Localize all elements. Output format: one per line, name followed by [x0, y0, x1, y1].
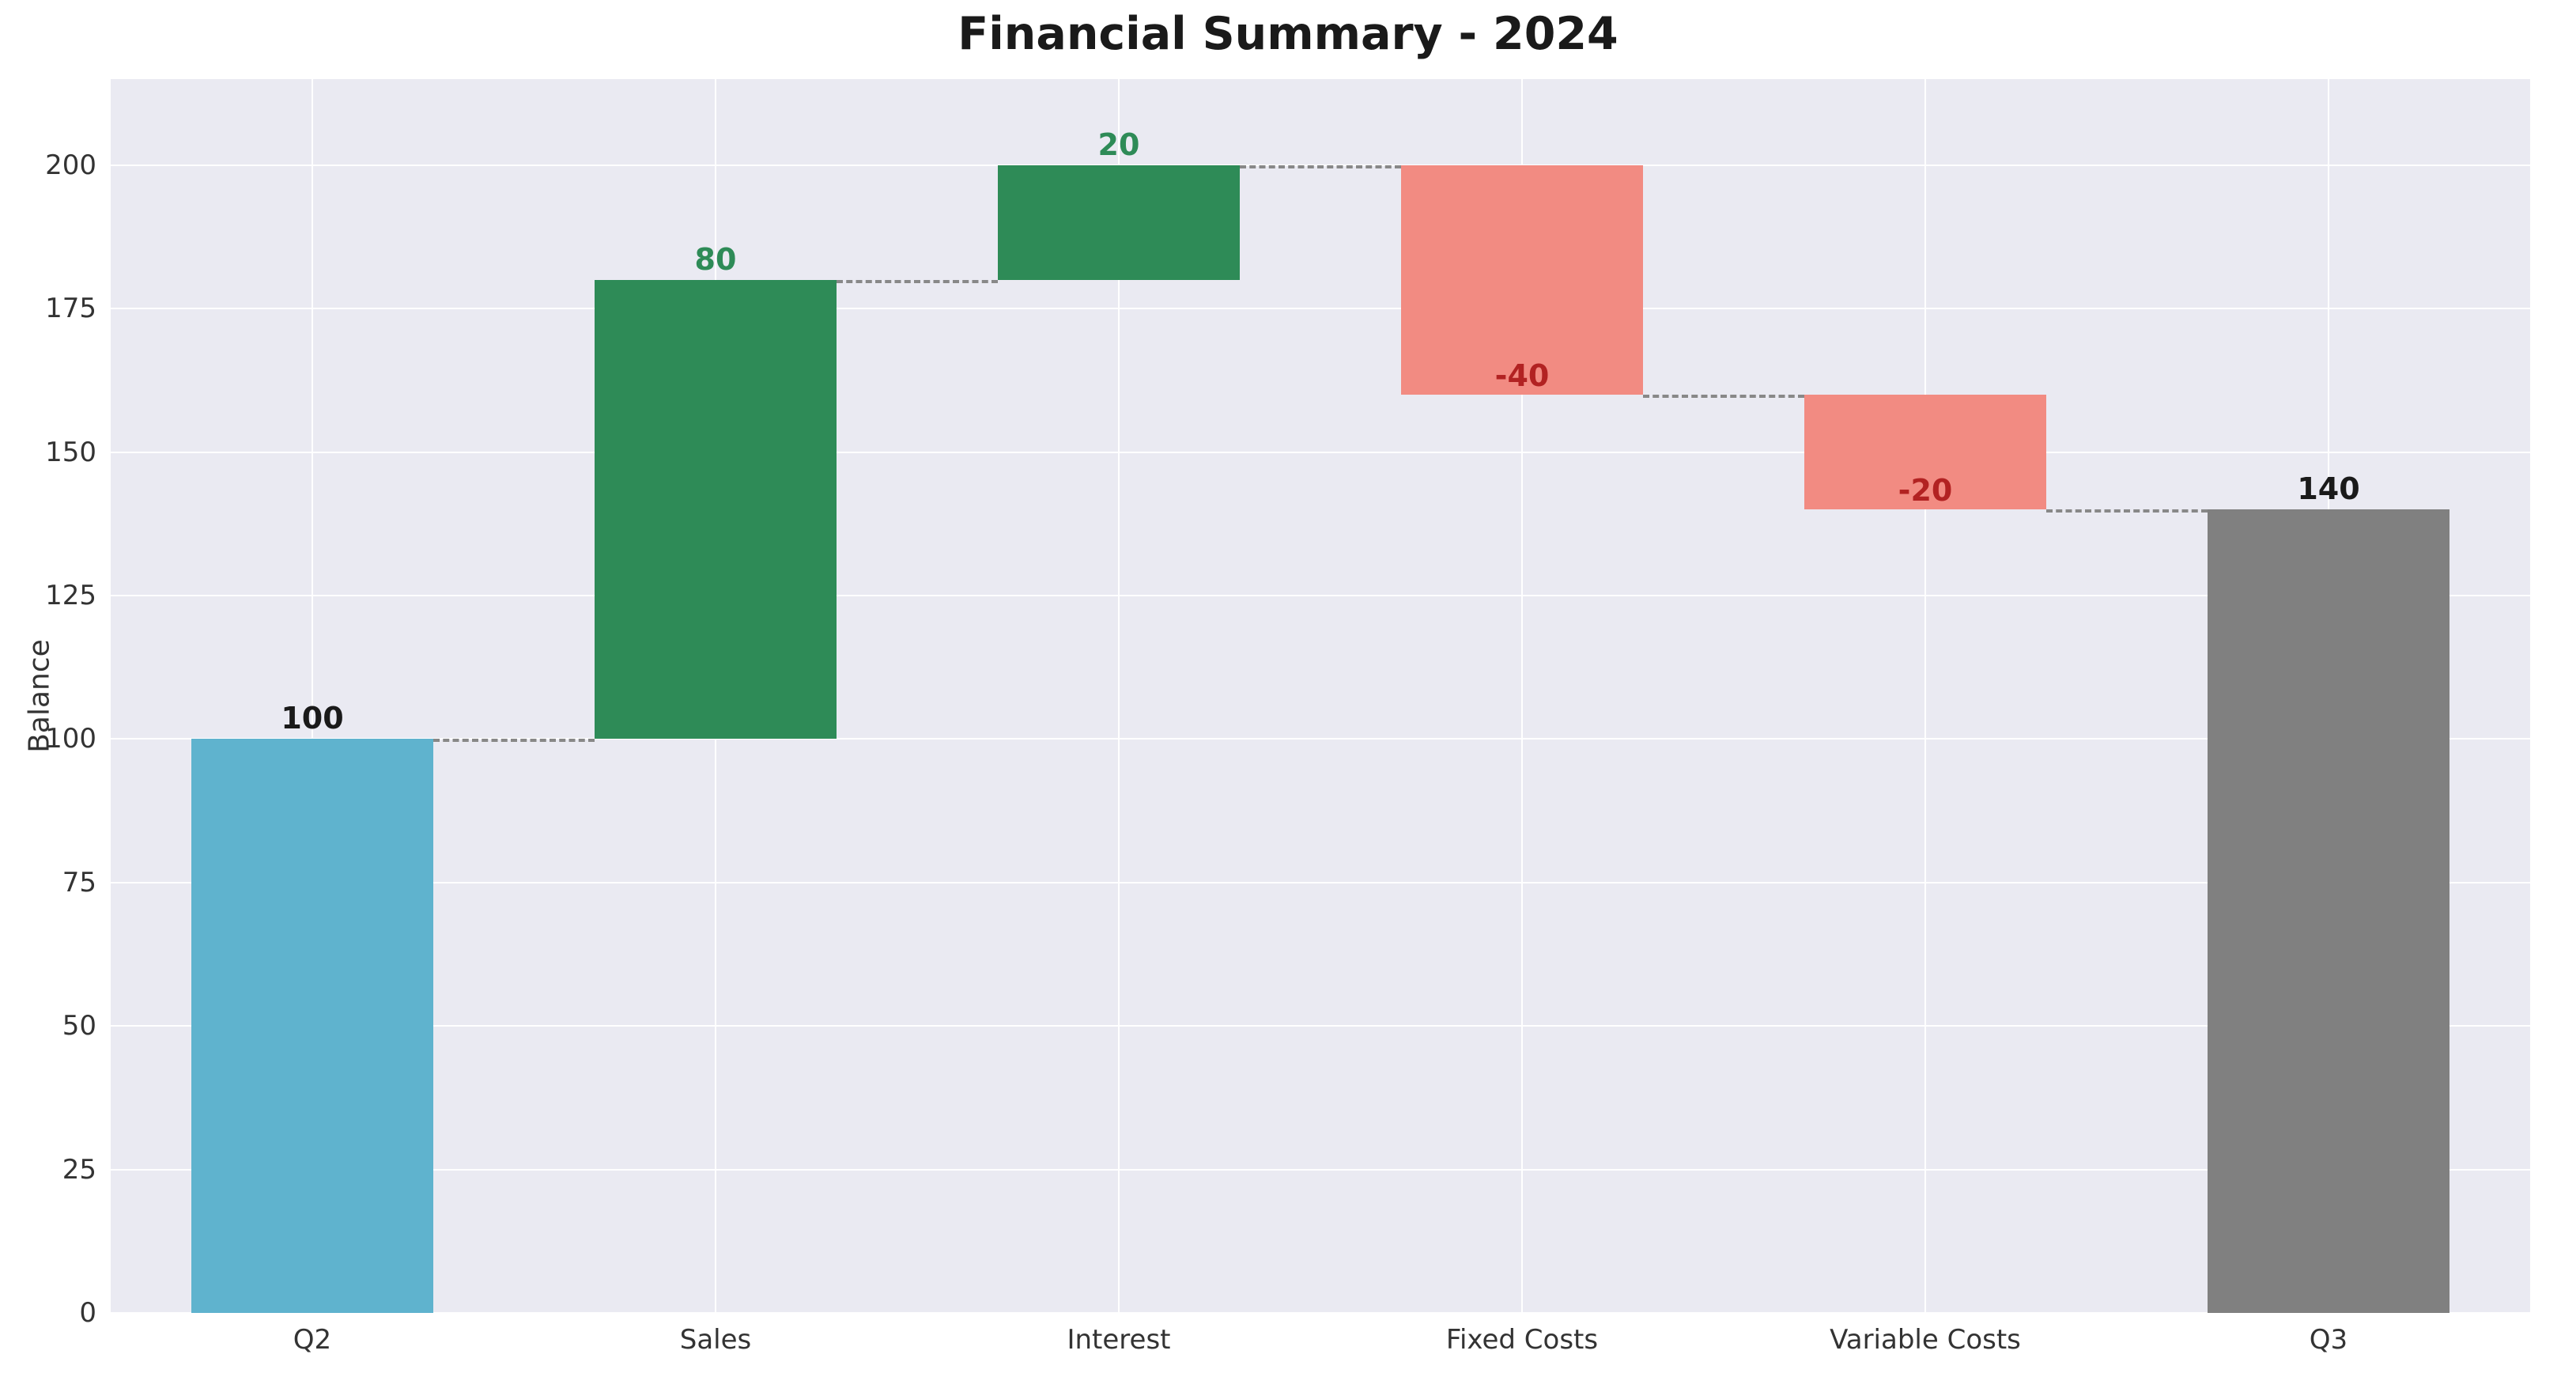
- bar-value-label: 20: [1098, 127, 1140, 162]
- chart-container: Financial Summary - 2024 025507510012515…: [0, 0, 2576, 1377]
- x-tick-label: Q2: [293, 1313, 331, 1356]
- waterfall-bar: [2208, 509, 2449, 1313]
- x-tick-label: Variable Costs: [1830, 1313, 2021, 1356]
- connector-line: [1643, 395, 1804, 398]
- gridline-h: [111, 1025, 2530, 1027]
- connector-line: [1240, 165, 1401, 168]
- x-tick-label: Fixed Costs: [1446, 1313, 1598, 1356]
- y-tick-label: 50: [62, 1010, 111, 1042]
- x-tick-label: Q3: [2310, 1313, 2347, 1356]
- y-tick-label: 175: [45, 293, 111, 324]
- x-tick-label: Sales: [680, 1313, 752, 1356]
- gridline-v: [1924, 79, 1926, 1313]
- chart-title: Financial Summary - 2024: [0, 8, 2576, 60]
- waterfall-bar: [595, 280, 837, 739]
- y-tick-label: 0: [79, 1297, 111, 1329]
- gridline-h: [111, 452, 2530, 453]
- plot-area: 0255075100125150175200Q2SalesInterestFix…: [111, 79, 2530, 1313]
- x-tick-label: Interest: [1067, 1313, 1170, 1356]
- connector-line: [433, 739, 595, 742]
- y-tick-label: 150: [45, 437, 111, 468]
- connector-line: [837, 280, 998, 283]
- y-tick-label: 200: [45, 149, 111, 181]
- gridline-h: [111, 1312, 2530, 1314]
- waterfall-bar: [191, 739, 433, 1313]
- bar-value-label: -20: [1898, 473, 1953, 508]
- bar-value-label: 140: [2297, 471, 2359, 506]
- bar-value-label: 80: [695, 242, 737, 277]
- y-tick-label: 125: [45, 580, 111, 611]
- gridline-h: [111, 882, 2530, 883]
- y-tick-label: 75: [62, 867, 111, 898]
- bar-value-label: 100: [281, 701, 343, 736]
- gridline-h: [111, 1169, 2530, 1171]
- y-tick-label: 25: [62, 1154, 111, 1186]
- bar-value-label: -40: [1495, 358, 1550, 393]
- waterfall-bar: [998, 165, 1240, 280]
- y-axis-label: Balance: [24, 639, 56, 753]
- gridline-h: [111, 308, 2530, 309]
- connector-line: [2046, 509, 2208, 513]
- gridline-h: [111, 595, 2530, 596]
